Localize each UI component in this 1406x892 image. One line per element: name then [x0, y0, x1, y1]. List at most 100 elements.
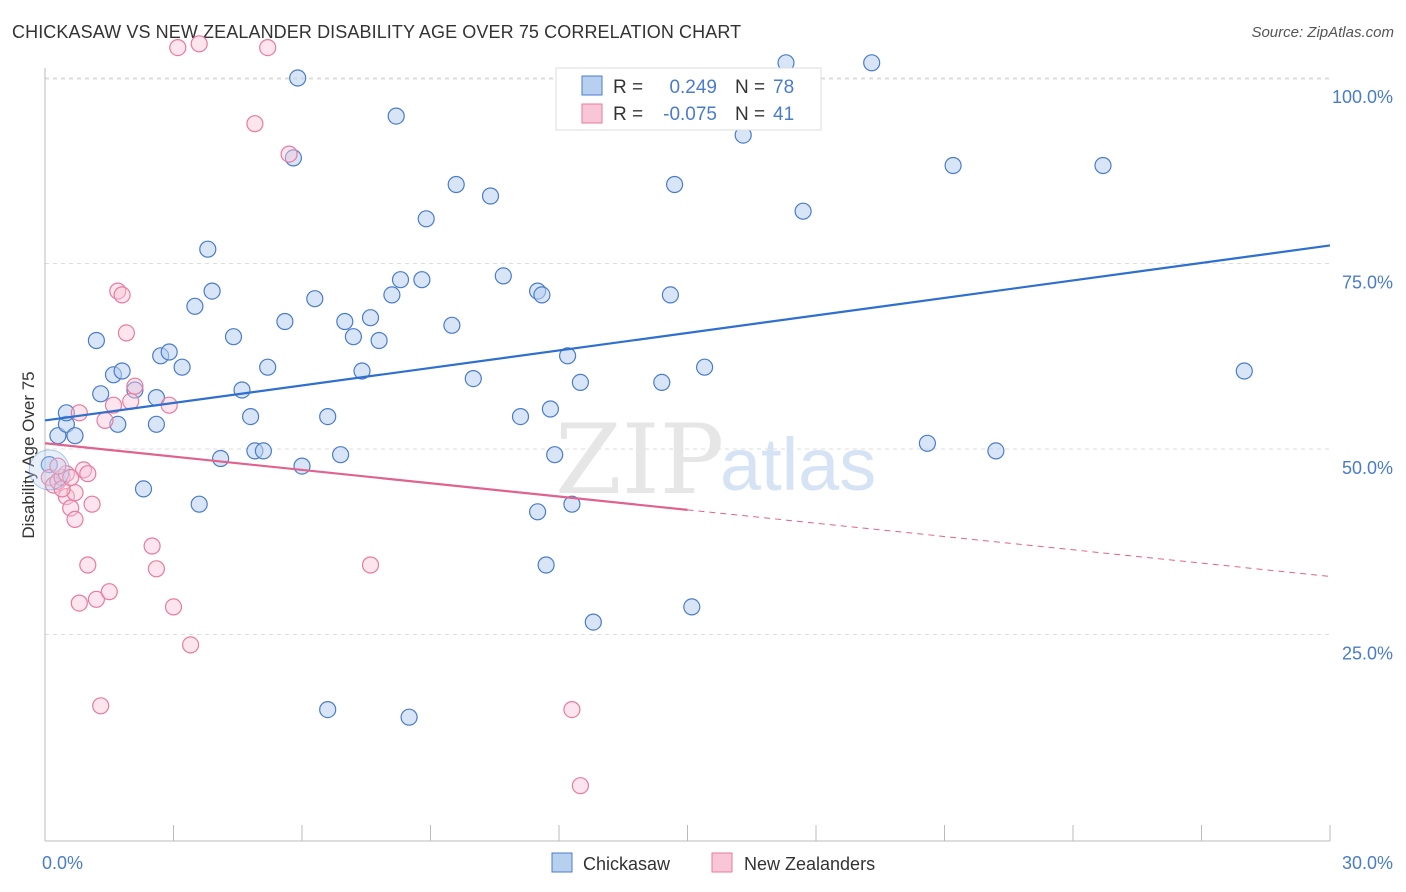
- chickasaw-point: [987, 442, 1005, 460]
- chickasaw-point: [511, 408, 530, 426]
- y-tick-label: 25.0%: [1342, 644, 1393, 664]
- chickasaw-point: [541, 400, 560, 418]
- new-zealanders-point: [96, 411, 114, 429]
- y-tick-label: 50.0%: [1342, 458, 1393, 478]
- chickasaw-point: [413, 271, 431, 289]
- chickasaw-point: [276, 312, 294, 331]
- chickasaw-point: [353, 362, 371, 380]
- new-zealanders-point: [100, 583, 118, 601]
- chickasaw-point: [319, 408, 337, 426]
- new-zealanders-point: [571, 777, 590, 795]
- chickasaw-point: [87, 331, 106, 350]
- chickasaw-point: [537, 556, 555, 574]
- chickasaw-point: [464, 370, 482, 388]
- new-zealanders-point: [70, 404, 88, 422]
- new-zealanders-point: [147, 560, 165, 578]
- chickasaw-point: [683, 598, 701, 616]
- chickasaw-point: [147, 415, 165, 433]
- axes: [44, 68, 1331, 842]
- new-zealanders-point: [53, 480, 71, 498]
- chickasaw-point: [391, 271, 410, 289]
- chickasaw-point: [528, 503, 547, 521]
- legend-r-value-2: -0.075: [663, 104, 717, 125]
- chickasaw-point: [344, 328, 362, 346]
- chickasaw-point: [40, 456, 58, 474]
- x-tick-label: 30.0%: [1342, 853, 1393, 873]
- chickasaw-point: [665, 175, 684, 194]
- legend-r-label-2: R =: [613, 104, 643, 125]
- chickasaw-point: [134, 480, 153, 498]
- chickasaw-trend-line: [44, 244, 1331, 422]
- new-zealanders-point: [87, 590, 106, 608]
- legend-n-label-1: N =: [735, 77, 765, 98]
- chickasaw-point: [186, 297, 204, 315]
- chickasaw-point: [160, 343, 178, 361]
- chickasaw-point: [203, 282, 221, 300]
- legend-r-label-1: R =: [613, 77, 643, 98]
- trend-lines: [44, 244, 1331, 577]
- chickasaw-point: [661, 286, 680, 304]
- chickasaw-point: [233, 381, 251, 399]
- watermark: ZIP atlas: [555, 404, 876, 516]
- new-zealanders-point: [66, 510, 84, 529]
- legend-r-value-1: 0.249: [669, 77, 717, 98]
- chickasaw-point: [571, 373, 590, 391]
- chickasaw-point: [332, 446, 350, 464]
- new-zealanders-point: [361, 556, 380, 574]
- new-zealanders-point: [70, 594, 88, 612]
- chickasaw-cluster-point: [28, 449, 70, 491]
- bottom-legend-label-chickasaw: Chickasaw: [583, 854, 671, 874]
- new-zealanders-point: [62, 468, 80, 487]
- y-axis-title: Disability Age Over 75: [19, 371, 38, 538]
- chickasaw-point: [558, 347, 577, 365]
- chickasaw-point: [306, 290, 324, 308]
- watermark-zip: ZIP: [555, 404, 724, 516]
- chickasaw-point: [259, 358, 277, 376]
- chickasaw-point: [918, 434, 937, 452]
- new-zealanders-point: [246, 115, 264, 133]
- bottom-legend-label-new-zealanders: New Zealanders: [744, 854, 875, 874]
- chickasaw-point: [254, 442, 272, 460]
- new-zealanders-point: [117, 324, 136, 342]
- new-zealanders-point: [79, 556, 97, 574]
- legend-n-value-1: 78: [773, 77, 794, 98]
- chickasaw-point: [563, 495, 581, 513]
- chickasaw-point: [443, 316, 461, 334]
- bottom-legend-swatch-new-zealanders: [711, 852, 733, 873]
- correlation-legend: R = 0.249 N = 78 R = -0.075 N = 41: [555, 67, 822, 131]
- chickasaw-point: [293, 457, 311, 475]
- new-zealanders-point: [83, 495, 101, 513]
- chickasaw-point: [1235, 362, 1253, 380]
- watermark-atlas: atlas: [720, 423, 876, 506]
- gridlines: [45, 77, 1330, 635]
- chickasaw-point: [336, 312, 354, 331]
- chickasaw-point: [113, 362, 131, 380]
- chickasaw-point: [584, 613, 602, 631]
- series-legend: Chickasaw New Zealanders: [551, 852, 875, 874]
- chickasaw-point: [289, 69, 307, 87]
- chickasaw-point: [794, 202, 812, 220]
- chickasaw-point: [417, 210, 435, 228]
- new-zealanders-trend-extension: [687, 509, 1331, 577]
- chickasaw-point: [66, 427, 84, 445]
- legend-n-label-2: N =: [735, 104, 765, 125]
- chickasaw-point: [494, 267, 512, 285]
- chickasaw-point: [190, 495, 208, 513]
- new-zealanders-point: [280, 145, 298, 163]
- chickasaw-point: [1094, 156, 1112, 175]
- new-zealanders-point: [79, 465, 97, 483]
- new-zealanders-point: [169, 38, 187, 57]
- data-points: [28, 35, 1253, 795]
- source-credit: Source: ZipAtlas.com: [1251, 24, 1394, 41]
- chickasaw-point: [695, 358, 714, 376]
- chickasaw-point: [173, 358, 191, 376]
- new-zealanders-point: [164, 598, 183, 616]
- chickasaw-point: [400, 708, 418, 726]
- chickasaw-point: [944, 156, 962, 175]
- x-tick-label: 0.0%: [42, 853, 83, 873]
- new-zealanders-point: [563, 700, 581, 719]
- new-zealanders-point: [259, 38, 277, 57]
- legend-swatch-new-zealanders: [581, 103, 603, 124]
- chickasaw-point: [92, 385, 110, 403]
